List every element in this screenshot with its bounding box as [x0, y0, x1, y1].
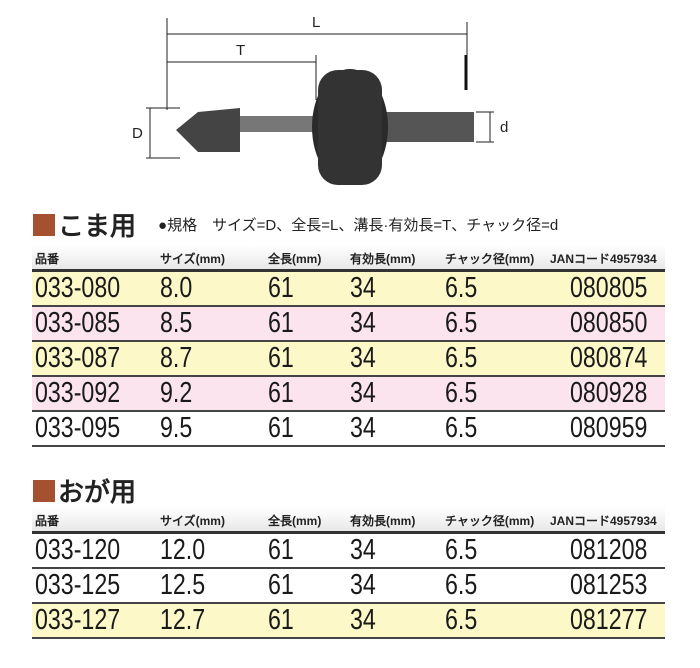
table-cell: 033-080	[35, 272, 121, 304]
table-cell: 080874	[570, 342, 648, 374]
table-cell: 8.0	[160, 272, 193, 304]
section-marker	[33, 213, 55, 236]
table-cell: 9.2	[160, 377, 193, 409]
table-cell: 61	[268, 569, 294, 601]
koma-table: 品番 サイズ(mm) 全長(mm) 有効長(mm) チャック径(mm) JANコード495…	[32, 245, 665, 447]
table-cell: 6.5	[445, 307, 478, 339]
table-cell: 34	[350, 534, 376, 566]
table-cell: 033-095	[35, 412, 121, 444]
table-row: 033-095 9.5 61 34 6.5 080959	[32, 412, 665, 447]
table-row: 033-087 8.7 61 34 6.5 080874	[32, 342, 665, 377]
column-header: 有効長(mm)	[350, 252, 416, 266]
table-cell: 8.7	[160, 342, 193, 374]
table-cell: 34	[350, 377, 376, 409]
table-cell: 61	[268, 272, 294, 304]
table-cell: 081208	[570, 534, 648, 566]
table-cell: 34	[350, 604, 376, 636]
table-cell: 34	[350, 272, 376, 304]
table-cell: 61	[268, 377, 294, 409]
table-cell: 61	[268, 604, 294, 636]
column-header: 有効長(mm)	[350, 514, 416, 528]
section-title: こま用	[58, 211, 137, 241]
table-row: 033-080 8.0 61 34 6.5 080805	[32, 272, 665, 307]
column-header: 品番	[35, 252, 60, 266]
table-row: 033-120 12.0 61 34 6.5 081208	[32, 534, 665, 569]
table-cell: 8.5	[160, 307, 193, 339]
column-header: 全長(mm)	[268, 252, 322, 266]
table-cell: 12.0	[160, 534, 206, 566]
table-cell: 080928	[570, 377, 648, 409]
column-header: チャック径(mm)	[445, 252, 535, 266]
table-cell: 61	[268, 307, 294, 339]
table-cell: 6.5	[445, 377, 478, 409]
table-cell: 033-120	[35, 534, 121, 566]
table-cell: 080805	[570, 272, 648, 304]
table-cell: 6.5	[445, 272, 478, 304]
column-header: サイズ(mm)	[160, 514, 225, 528]
section-oga-header: おが用	[33, 472, 136, 509]
table-cell: 033-127	[35, 604, 121, 636]
label-L: L	[312, 14, 320, 31]
table-cell: 9.5	[160, 412, 193, 444]
table-cell: 081277	[570, 604, 648, 636]
table-row: 033-127 12.7 61 34 6.5 081277	[32, 604, 665, 639]
table-cell: 61	[268, 412, 294, 444]
table-cell: 6.5	[445, 534, 478, 566]
column-header: 品番	[35, 514, 60, 528]
section-title: おが用	[58, 477, 137, 507]
table-row: 033-125 12.5 61 34 6.5 081253	[32, 569, 665, 604]
table-cell: 081253	[570, 569, 648, 601]
table-cell: 61	[268, 534, 294, 566]
table-cell: 34	[350, 569, 376, 601]
table-cell: 34	[350, 307, 376, 339]
table-cell: 033-087	[35, 342, 121, 374]
table-cell: 6.5	[445, 569, 478, 601]
column-header: JANコード4957934	[550, 252, 657, 266]
table-cell: 033-125	[35, 569, 121, 601]
table-cell: 12.7	[160, 604, 206, 636]
section-koma-header: こま用 ●規格 サイズ=D、全長=L、溝長·有効長=T、チャック径=d	[33, 206, 558, 243]
table-cell: 34	[350, 342, 376, 374]
label-D: D	[132, 125, 143, 142]
column-header: サイズ(mm)	[160, 252, 225, 266]
table-cell: 033-085	[35, 307, 121, 339]
section-marker	[33, 479, 55, 502]
column-header: 全長(mm)	[268, 514, 322, 528]
table-cell: 6.5	[445, 604, 478, 636]
label-T: T	[236, 42, 245, 59]
oga-table: 品番 サイズ(mm) 全長(mm) 有効長(mm) チャック径(mm) JANコード495…	[32, 507, 665, 639]
table-cell: 61	[268, 342, 294, 374]
spec-note: ●規格 サイズ=D、全長=L、溝長·有効長=T、チャック径=d	[158, 217, 559, 234]
table-row: 033-092 9.2 61 34 6.5 080928	[32, 377, 665, 412]
table-cell: 34	[350, 412, 376, 444]
table-cell: 080850	[570, 307, 648, 339]
label-d: d	[500, 119, 508, 136]
table-row: 033-085 8.5 61 34 6.5 080850	[32, 307, 665, 342]
column-header: JANコード4957934	[550, 514, 657, 528]
table-header: 品番 サイズ(mm) 全長(mm) 有効長(mm) チャック径(mm) JANコード495…	[32, 507, 665, 534]
column-header: チャック径(mm)	[445, 514, 535, 528]
table-header: 品番 サイズ(mm) 全長(mm) 有効長(mm) チャック径(mm) JANコード495…	[32, 245, 665, 272]
table-cell: 6.5	[445, 342, 478, 374]
table-cell: 6.5	[445, 412, 478, 444]
table-cell: 033-092	[35, 377, 121, 409]
drill-bit-diagram: L T D d	[132, 14, 508, 185]
table-cell: 12.5	[160, 569, 206, 601]
table-cell: 080959	[570, 412, 648, 444]
